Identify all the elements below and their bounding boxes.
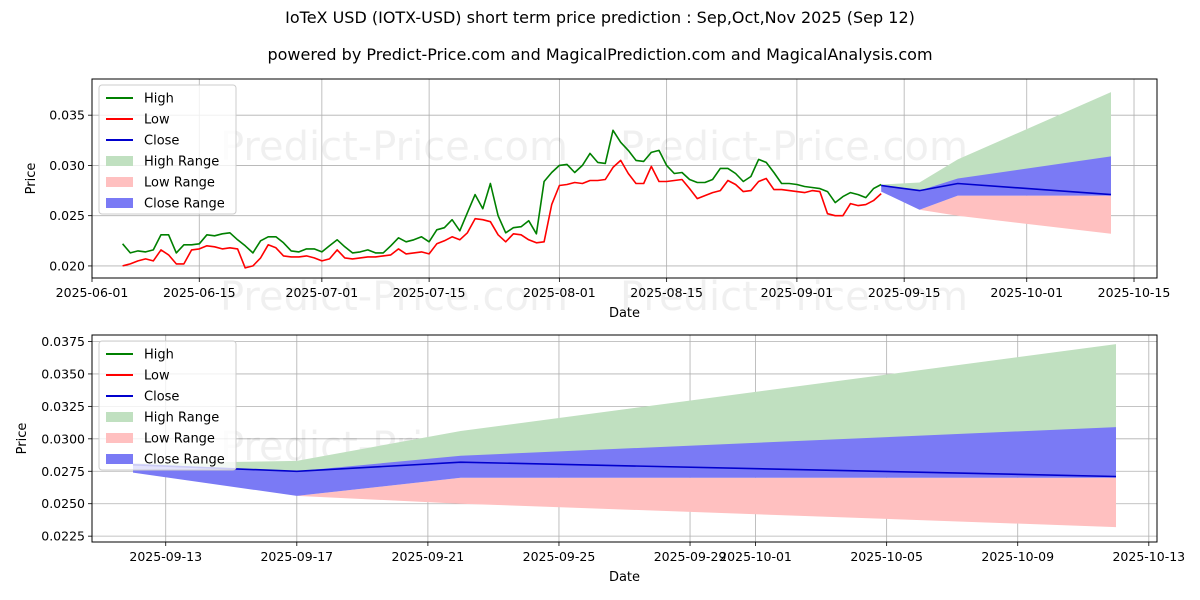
y-tick-label: 0.035 <box>49 108 85 123</box>
x-axis-label: Date <box>609 570 640 585</box>
x-tick-label: 2025-08-15 <box>630 285 703 300</box>
high-series-line <box>121 129 882 254</box>
y-tick-label: 0.020 <box>49 258 85 273</box>
legend-patch-swatch <box>106 156 133 166</box>
x-tick-label: 2025-10-13 <box>1112 549 1185 564</box>
x-tick-label: 2025-09-13 <box>129 549 202 564</box>
close-range-band <box>881 156 1111 210</box>
legend-label: Close <box>144 134 179 149</box>
legend-patch-swatch <box>106 433 133 443</box>
x-tick-label: 2025-07-01 <box>286 285 359 300</box>
x-tick-label: 2025-09-17 <box>260 549 333 564</box>
chart-title: IoTeX USD (IOTX-USD) short term price pr… <box>285 8 915 27</box>
watermark-text: Predict-Price.com <box>620 124 968 170</box>
plot-frame <box>91 78 1158 279</box>
y-axis-label: Price <box>15 423 30 455</box>
legend-label: Low Range <box>144 432 215 447</box>
legend-label: High Range <box>144 411 219 426</box>
x-tick-label: 2025-10-01 <box>719 549 792 564</box>
x-tick-label: 2025-10-15 <box>1098 285 1171 300</box>
x-tick-label: 2025-09-15 <box>868 285 941 300</box>
low-series-line <box>122 159 882 269</box>
legend-label: High Range <box>144 155 219 170</box>
x-tick-label: 2025-10-05 <box>850 549 923 564</box>
x-tick-label: 2025-10-09 <box>981 549 1054 564</box>
y-tick-label: 0.0350 <box>41 366 85 381</box>
legend-label: Low <box>144 369 170 384</box>
close-forecast-line <box>881 182 1112 196</box>
low-range-band <box>133 471 1116 528</box>
legend-label: Close Range <box>144 197 225 212</box>
chart-subtitle: powered by Predict-Price.com and Magical… <box>267 45 933 64</box>
x-tick-label: 2025-06-01 <box>56 285 129 300</box>
x-tick-label: 2025-07-15 <box>393 285 466 300</box>
y-tick-label: 0.0300 <box>41 431 85 446</box>
y-tick-label: 0.030 <box>49 158 85 173</box>
legend-label: High <box>144 348 174 363</box>
watermark-text: Predict-Price.com <box>220 274 568 320</box>
watermark-text: Predict-Price.com <box>220 124 568 170</box>
legend-box <box>98 84 237 215</box>
x-tick-label: 2025-09-29 <box>654 549 727 564</box>
y-tick-label: 0.0225 <box>41 529 85 544</box>
y-tick-label: 0.0375 <box>41 334 85 349</box>
legend-patch-swatch <box>106 412 133 422</box>
legend-box <box>98 340 237 471</box>
x-tick-label: 2025-08-01 <box>523 285 596 300</box>
x-tick-label: 2025-09-01 <box>761 285 834 300</box>
legend-patch-swatch <box>106 177 133 187</box>
y-tick-label: 0.0325 <box>41 399 85 414</box>
y-tick-label: 0.025 <box>49 208 85 223</box>
x-tick-label: 2025-06-15 <box>163 285 236 300</box>
legend-label: Close <box>144 390 179 405</box>
x-tick-label: 2025-09-21 <box>392 549 465 564</box>
y-tick-label: 0.0250 <box>41 496 85 511</box>
legend-label: High <box>144 92 174 107</box>
chart-panel-1: Predict-Price.com Predict-Price.com Predic… <box>88 78 1158 320</box>
x-axis-label: Date <box>609 306 640 321</box>
legend-patch-swatch <box>106 454 133 464</box>
legend-patch-swatch <box>106 198 133 208</box>
close-range-band <box>133 427 1116 496</box>
legend-label: Low <box>144 113 170 128</box>
legend-label: Low Range <box>144 176 215 191</box>
y-tick-label: 0.0275 <box>41 464 85 479</box>
legend-label: Close Range <box>144 453 225 468</box>
watermark-text: Predict-Price.com <box>620 274 968 320</box>
low-range-band <box>881 190 1111 234</box>
x-tick-label: 2025-09-25 <box>523 549 596 564</box>
y-axis-label: Price <box>24 163 39 195</box>
x-tick-label: 2025-10-01 <box>990 285 1063 300</box>
